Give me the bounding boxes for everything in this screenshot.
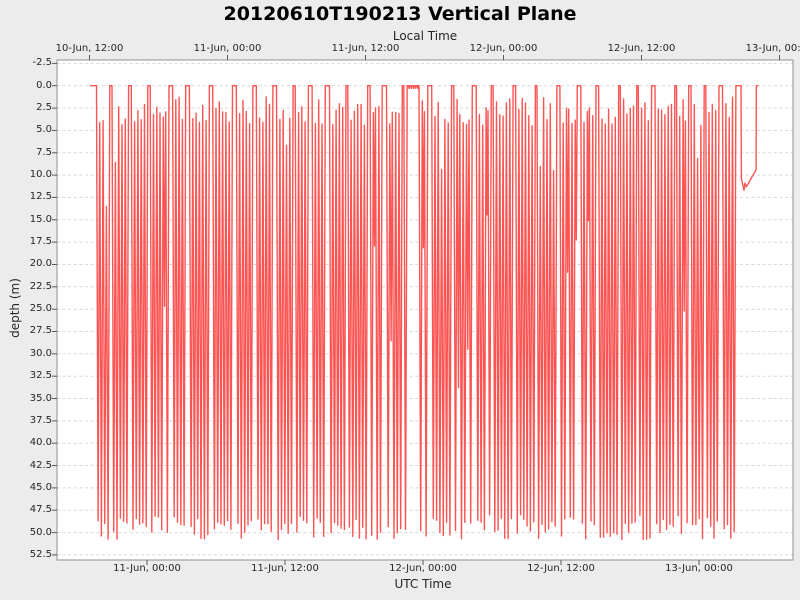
y-tick-label: 47.5 xyxy=(29,504,52,516)
y-tick-label: 32.5 xyxy=(29,370,52,382)
y-tick-label: 37.5 xyxy=(29,414,52,426)
bottom-tick-label: 13-Jun, 00:00 xyxy=(665,563,733,574)
y-tick-label: 17.5 xyxy=(29,236,52,248)
y-tick-label: 15.0 xyxy=(29,213,52,225)
y-tick-label: 35.0 xyxy=(29,392,52,404)
bottom-tick-label: 12-Jun, 12:00 xyxy=(527,563,595,574)
bottom-tick-label: 11-Jun, 00:00 xyxy=(113,563,181,574)
y-tick-label: 30.0 xyxy=(29,347,52,359)
depth-profile-line xyxy=(90,85,759,541)
top-tick-label: 12-Jun, 00:00 xyxy=(469,43,538,54)
top-tick-label: 10-Jun, 12:00 xyxy=(55,43,124,54)
top-tick-label: 12-Jun, 12:00 xyxy=(607,43,676,54)
y-tick-label: 52.5 xyxy=(29,548,52,560)
top-tick-label: 11-Jun, 00:00 xyxy=(193,43,262,54)
y-tick-label: 45.0 xyxy=(29,481,52,493)
y-tick-label: 25.0 xyxy=(29,303,52,315)
bottom-axis-label: UTC Time xyxy=(394,577,452,591)
y-tick-label: 50.0 xyxy=(29,526,52,538)
y-tick-label: 7.5 xyxy=(36,146,52,158)
y-tick-label: 10.0 xyxy=(29,169,52,181)
y-tick-label: -2.5 xyxy=(32,57,52,69)
y-tick-label: 0.0 xyxy=(36,79,52,91)
plot-frame xyxy=(56,59,794,561)
y-tick-label: 5.0 xyxy=(36,124,52,136)
top-tick-label: 13-Jun, 00:00 xyxy=(745,43,800,54)
top-axis-label: Local Time xyxy=(392,29,458,43)
bottom-tick-label: 12-Jun, 00:00 xyxy=(389,563,457,574)
y-tick-label: 22.5 xyxy=(29,280,52,292)
y-tick-label: 42.5 xyxy=(29,459,52,471)
y-tick-label: 40.0 xyxy=(29,437,52,449)
y-tick-label: 2.5 xyxy=(36,102,52,114)
bottom-tick-label: 11-Jun, 12:00 xyxy=(251,563,319,574)
y-tick-label: 20.0 xyxy=(29,258,52,270)
y-tick-label: 12.5 xyxy=(29,191,52,203)
chart-title: 20120610T190213 Vertical Plane xyxy=(223,3,577,25)
y-tick-label: 27.5 xyxy=(29,325,52,337)
top-tick-label: 11-Jun, 12:00 xyxy=(331,43,400,54)
